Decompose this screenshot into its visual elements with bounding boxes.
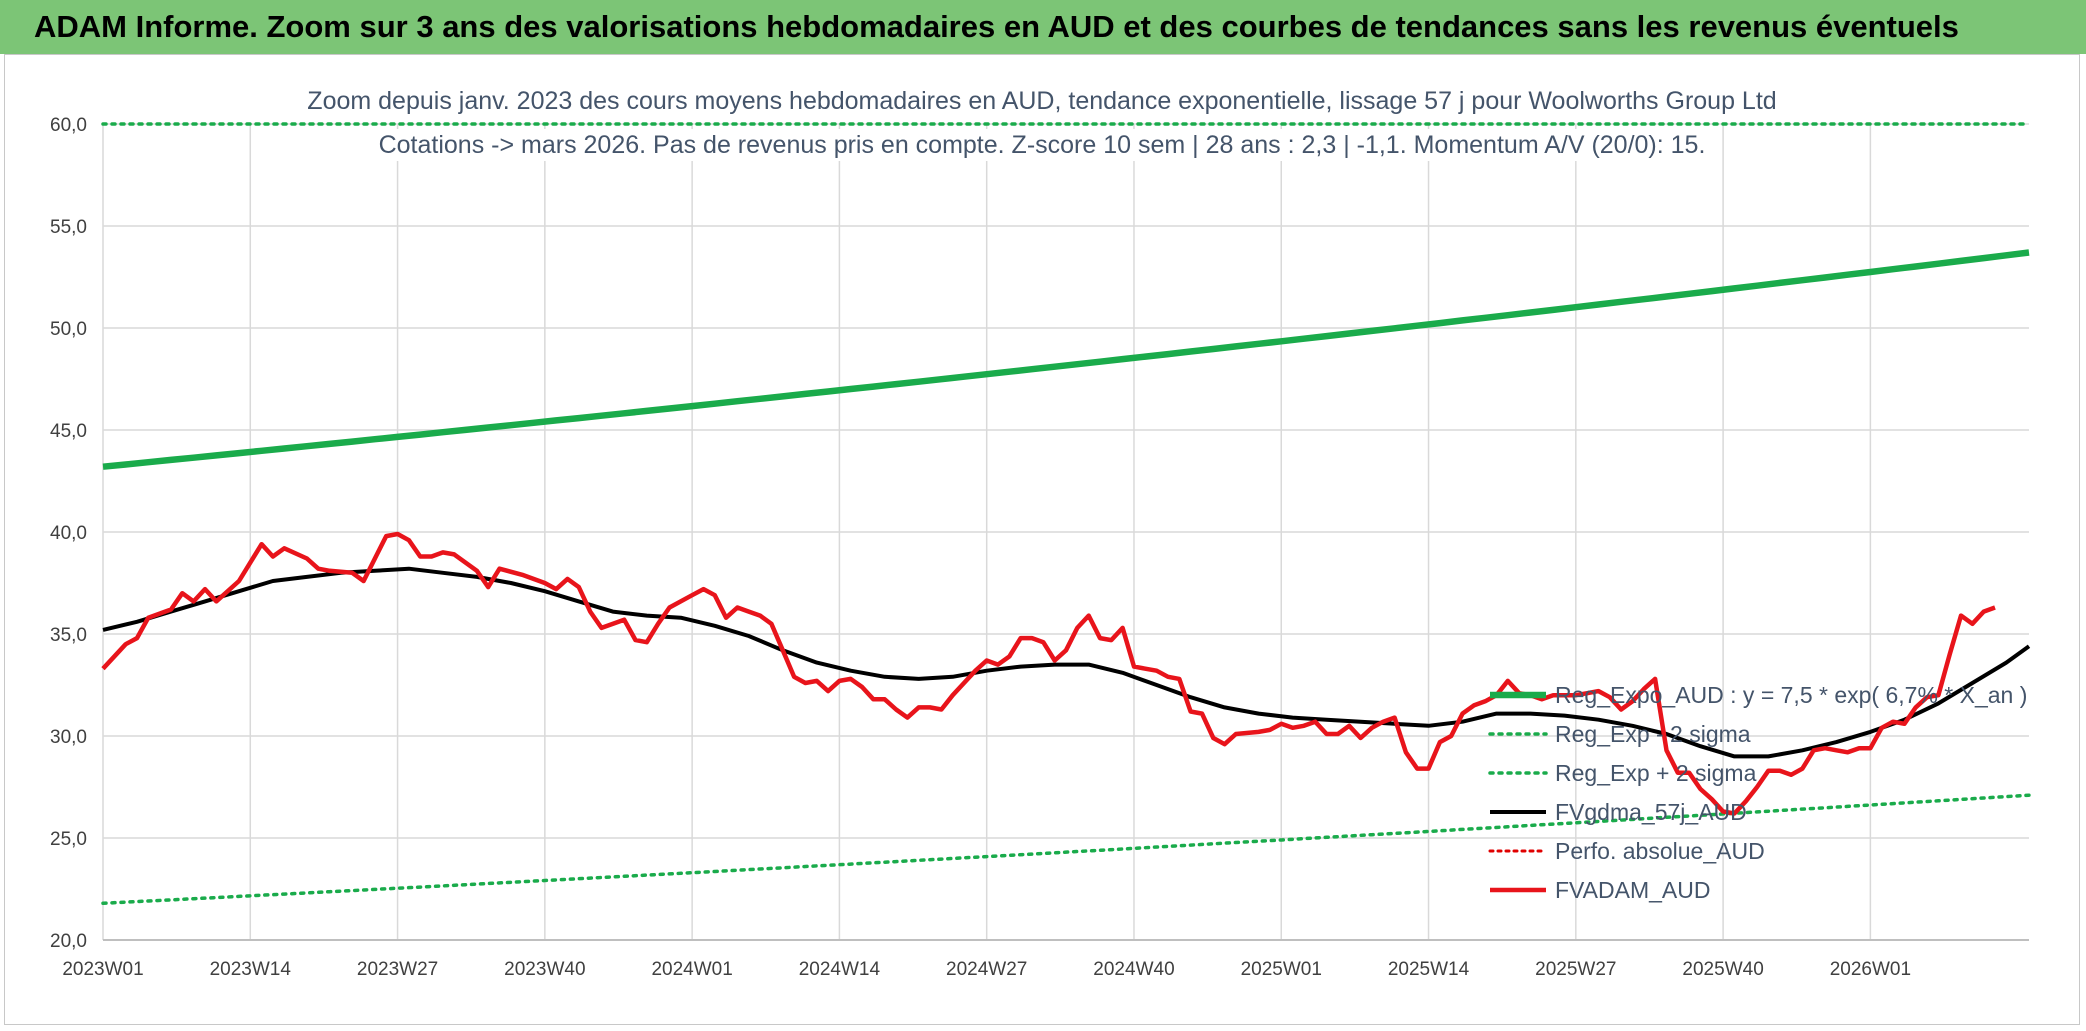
x-tick-label: 2025W01 xyxy=(1241,959,1322,980)
x-tick-label: 2025W14 xyxy=(1388,959,1470,980)
y-tick-label: 55,0 xyxy=(50,217,87,238)
x-tick-label: 2023W01 xyxy=(62,959,143,980)
title-background xyxy=(299,85,1785,117)
legend-label: FVADAM_AUD xyxy=(1555,877,1711,903)
legend-label: Reg_Expo_AUD : y = 7,5 * exp( 6,7% * X_a… xyxy=(1555,682,2027,708)
x-tick-label: 2024W01 xyxy=(651,959,732,980)
title-banner: ADAM Informe. Zoom sur 3 ans des valoris… xyxy=(0,0,2086,54)
chart-title-line: Cotations -> mars 2026. Pas de revenus p… xyxy=(379,131,1706,159)
legend-label: Perfo. absolue_AUD xyxy=(1555,838,1765,864)
y-tick-label: 25,0 xyxy=(50,829,87,850)
axes: 20,0 25,0 30,0 35,0 40,0 45,0 50,0 55,0 60,0 2023… xyxy=(50,115,2029,980)
y-tick-label: 50,0 xyxy=(50,319,87,340)
legend-label: Reg_Exp - 2 sigma xyxy=(1555,721,1751,747)
series-reg-expo xyxy=(102,249,2030,470)
x-tick-label: 2024W14 xyxy=(799,959,881,980)
legend-label: Reg_Exp + 2 sigma xyxy=(1555,760,1757,786)
y-tick-label: 60,0 xyxy=(50,115,87,136)
chart-titles: Zoom depuis janv. 2023 des cours moyens … xyxy=(299,85,1785,161)
x-tick-label: 2023W40 xyxy=(504,959,585,980)
y-tick-label: 45,0 xyxy=(50,421,87,442)
y-tick-label: 30,0 xyxy=(50,727,87,748)
x-tick-label: 2026W01 xyxy=(1830,959,1911,980)
x-tick-label: 2024W27 xyxy=(946,959,1027,980)
y-tick-label: 35,0 xyxy=(50,625,87,646)
line-chart: 20,0 25,0 30,0 35,0 40,0 45,0 50,0 55,0 60,0 2023… xyxy=(50,85,2031,980)
banner-title: ADAM Informe. Zoom sur 3 ans des valoris… xyxy=(34,9,1959,44)
chart-title-line: Zoom depuis janv. 2023 des cours moyens … xyxy=(307,87,1776,115)
y-tick-label: 20,0 xyxy=(50,931,87,952)
series-fvgdma xyxy=(102,566,2031,759)
y-tick-label: 40,0 xyxy=(50,523,87,544)
title-background xyxy=(370,129,1714,161)
series-fvadam xyxy=(101,531,1996,816)
x-tick-label: 2023W14 xyxy=(210,959,292,980)
x-tick-label: 2025W40 xyxy=(1682,959,1763,980)
x-tick-label: 2023W27 xyxy=(357,959,438,980)
x-tick-label: 2025W27 xyxy=(1535,959,1616,980)
series-layer xyxy=(101,122,2031,906)
x-tick-label: 2024W40 xyxy=(1093,959,1174,980)
legend: Reg_Expo_AUD : y = 7,5 * exp( 6,7% * X_a… xyxy=(1488,682,2027,903)
legend-label: FVgdma_57j_AUD xyxy=(1555,799,1747,825)
series-reg-exp-minus-2-sigma xyxy=(101,793,2031,906)
